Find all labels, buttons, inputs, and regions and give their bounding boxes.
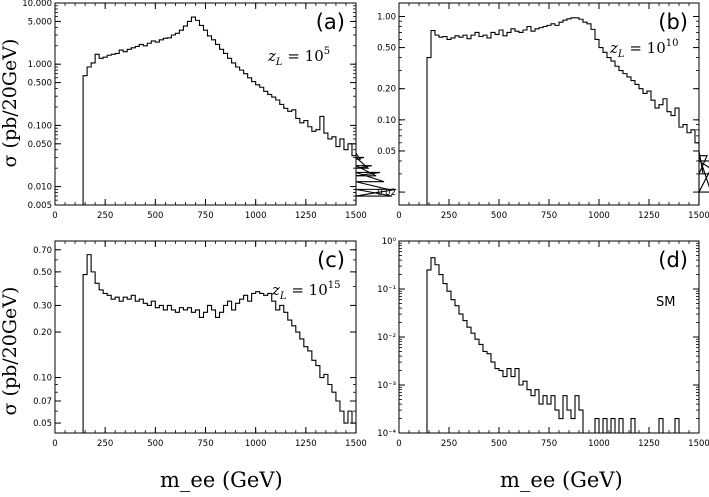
x-tick-label: 0 (396, 211, 401, 221)
panel-label: (c) (317, 248, 345, 272)
zl-annotation: zL = 1010 (609, 38, 678, 60)
y-tick-label: 0.07 (33, 397, 52, 407)
x-tick-label: 1000 (245, 211, 267, 221)
x-tick-label: 250 (441, 439, 457, 449)
panel-label: (b) (658, 10, 688, 34)
y-tick-label: 10⁻¹ (377, 285, 396, 295)
y-tick-label: 1.000 (28, 60, 52, 70)
y-tick-label: 0.05 (377, 147, 396, 157)
x-tick-label: 750 (197, 211, 213, 221)
histogram-line (426, 257, 683, 434)
y-axis-label-bottom: σ (pb/20GeV) (0, 286, 21, 416)
y-tick-label: 0.050 (28, 140, 52, 150)
histogram-line (82, 254, 357, 433)
y-tick-label: 0.100 (28, 121, 52, 131)
x-tick-label: 1500 (345, 211, 367, 221)
panel-label: (d) (658, 248, 688, 272)
x-tick-label: 750 (541, 211, 557, 221)
y-tick-label: 0.70 (33, 246, 52, 256)
x-tick-label: 250 (97, 211, 113, 221)
plot-frame (398, 2, 700, 206)
x-tick-label: 1250 (638, 211, 660, 221)
y-tick-label: 5.000 (28, 17, 52, 27)
x-tick-label: 1000 (245, 439, 267, 449)
y-tick-label: 0.010 (28, 183, 52, 193)
y-tick-label: 10⁻³ (377, 381, 396, 391)
x-tick-label: 250 (97, 439, 113, 449)
y-tick-label: 0.02 (377, 188, 396, 198)
panel-c: 0 250 500 750 1000 1250 1500 0.05 0.07 0.10 0.20 0.… (33, 240, 367, 449)
panel-a: 0 250 500 750 1000 1250 1500 0.005 0.010 0.050 0.1… (22, 0, 397, 221)
y-tick-label: 0.50 (377, 44, 396, 54)
x-tick-label: 500 (491, 211, 507, 221)
x-tick-label: 750 (197, 439, 213, 449)
y-tick-label: 0.50 (33, 268, 52, 278)
y-tick-label: 0.20 (33, 328, 52, 338)
y-tick-label: 0.05 (33, 419, 52, 429)
x-tick-label: 500 (147, 439, 163, 449)
y-tick-label: 0.005 (28, 201, 52, 211)
y-axis-label-top: σ (pb/20GeV) (0, 38, 21, 168)
x-tick-label: 750 (541, 439, 557, 449)
panel-d: 0 250 500 750 1000 1250 1500 10⁻⁴ 10⁻³ 10⁻² 10⁻¹ 10… (377, 237, 709, 449)
sm-annotation: SM (656, 295, 675, 310)
x-tick-label: 500 (147, 211, 163, 221)
y-tick-label: 0.500 (28, 79, 52, 89)
histogram-line (426, 17, 709, 205)
y-tick-label: 0.30 (33, 301, 52, 311)
y-tick-label: 10⁰ (382, 237, 397, 247)
x-tick-label: 1250 (638, 439, 660, 449)
panel-label: (a) (316, 10, 345, 34)
zl-annotation: zL = 105 (267, 46, 330, 68)
x-tick-label: 1250 (295, 439, 317, 449)
histogram-line (82, 16, 397, 205)
y-tick-label: 0.10 (33, 374, 52, 384)
panel-b: 0 250 500 750 1000 1250 1500 0.02 0.05 0.10 0.20 0.… (377, 2, 709, 221)
y-tick-label: 0.20 (377, 85, 396, 95)
x-axis-label-right: m_ee (GeV) (500, 468, 623, 492)
x-tick-label: 1000 (588, 211, 610, 221)
x-tick-label: 1500 (345, 439, 367, 449)
x-tick-label: 1500 (688, 439, 709, 449)
y-tick-label: 1.00 (377, 12, 396, 22)
x-tick-label: 1000 (588, 439, 610, 449)
y-tick-label: 10.000 (22, 0, 52, 9)
x-tick-label: 500 (491, 439, 507, 449)
x-axis-label-left: m_ee (GeV) (160, 468, 283, 492)
x-tick-label: 0 (52, 439, 57, 449)
plot-frame (54, 240, 357, 434)
plot-frame (54, 2, 357, 206)
zl-annotation: zL = 1015 (271, 280, 340, 302)
x-tick-label: 0 (396, 439, 401, 449)
y-tick-label: 10⁻² (377, 333, 396, 343)
y-tick-label: 10⁻⁴ (377, 429, 396, 439)
x-tick-label: 1500 (688, 211, 709, 221)
y-tick-label: 0.10 (377, 116, 396, 126)
x-tick-label: 0 (52, 211, 57, 221)
x-tick-label: 250 (441, 211, 457, 221)
x-tick-label: 1250 (295, 211, 317, 221)
